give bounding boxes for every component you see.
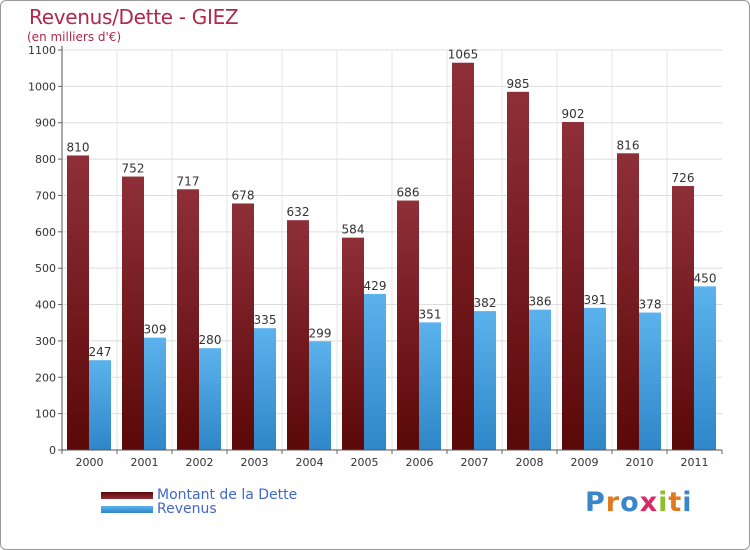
chart-subtitle: (en milliers d'€): [27, 30, 122, 44]
y-tick-label-1100: 1100: [28, 44, 56, 57]
bar-revenus-2001: [144, 337, 166, 450]
data-label-revenus-2004: 299: [309, 326, 332, 340]
data-label-dette-2010: 816: [617, 138, 640, 152]
data-label-dette-2004: 632: [287, 205, 310, 219]
y-tick-label-700: 700: [35, 189, 56, 202]
logo-letter-0: P: [585, 487, 606, 518]
bar-dette-2007: [452, 62, 474, 451]
logo-letter-3: x: [639, 487, 659, 518]
legend-label-dette: Montant de la Dette: [157, 487, 298, 503]
legend-item-dette: Montant de la Dette: [101, 487, 297, 503]
data-label-revenus-2000: 247: [89, 345, 112, 359]
x-tick-label-2010: 2010: [626, 456, 654, 469]
bar-revenus-2005: [364, 294, 386, 450]
bar-dette-2009: [562, 122, 584, 450]
logo-letter-5: t: [668, 487, 683, 518]
y-tick-label-800: 800: [35, 153, 56, 166]
bar-revenus-2002: [199, 348, 221, 450]
x-tick-label-2002: 2002: [186, 456, 214, 469]
bar-revenus-2007: [474, 311, 496, 450]
y-tick-label-0: 0: [49, 444, 56, 457]
data-label-revenus-2010: 378: [639, 298, 662, 312]
x-tick-label-2003: 2003: [241, 456, 269, 469]
data-label-dette-2005: 584: [342, 223, 365, 237]
data-label-dette-2009: 902: [562, 107, 585, 121]
data-label-revenus-2005: 429: [364, 279, 387, 293]
data-label-dette-2011: 726: [672, 171, 695, 185]
logo-letter-6: i: [682, 487, 693, 518]
bar-revenus-2010: [639, 312, 661, 450]
y-tick-label-1000: 1000: [28, 80, 56, 93]
proxiti-logo: Proxiti: [585, 487, 693, 518]
logo-letter-4: i: [658, 487, 669, 518]
bar-dette-2000: [67, 155, 89, 451]
y-tick-label-300: 300: [35, 335, 56, 348]
x-tick-label-2006: 2006: [406, 456, 434, 469]
data-label-dette-2006: 686: [397, 186, 420, 200]
y-tick-label-100: 100: [35, 408, 56, 421]
y-tick-label-600: 600: [35, 226, 56, 239]
legend-item-revenus: Revenus: [101, 501, 217, 517]
data-label-revenus-2006: 351: [419, 307, 442, 321]
bar-revenus-2011: [694, 286, 716, 450]
chart-title: Revenus/Dette - GIEZ: [29, 5, 239, 29]
bar-dette-2001: [122, 176, 144, 450]
data-label-revenus-2002: 280: [199, 333, 222, 347]
x-tick-label-2011: 2011: [681, 456, 709, 469]
bar-dette-2004: [287, 220, 309, 450]
data-label-dette-2007: 1065: [448, 48, 479, 62]
legend-swatch-dette: [101, 491, 153, 499]
x-tick-label-2001: 2001: [131, 456, 159, 469]
x-tick-label-2007: 2007: [461, 456, 489, 469]
y-tick-label-500: 500: [35, 262, 56, 275]
data-label-revenus-2008: 386: [529, 295, 552, 309]
bar-revenus-2003: [254, 328, 276, 450]
data-label-revenus-2011: 450: [694, 271, 717, 285]
bar-dette-2006: [397, 200, 419, 450]
data-label-dette-2001: 752: [122, 162, 145, 176]
legend-swatch-revenus: [101, 505, 153, 513]
y-tick-label-400: 400: [35, 299, 56, 312]
data-label-dette-2002: 717: [177, 174, 200, 188]
bar-revenus-2006: [419, 322, 441, 450]
data-label-dette-2008: 985: [507, 77, 530, 91]
bar-revenus-2009: [584, 307, 606, 450]
bar-dette-2011: [672, 186, 694, 450]
bar-dette-2005: [342, 237, 364, 450]
y-tick-label-900: 900: [35, 117, 56, 130]
data-label-revenus-2003: 335: [254, 313, 277, 327]
data-label-dette-2003: 678: [232, 188, 255, 202]
x-tick-label-2008: 2008: [516, 456, 544, 469]
data-label-revenus-2009: 391: [584, 293, 607, 307]
data-label-revenus-2001: 309: [144, 323, 167, 337]
x-tick-label-2005: 2005: [351, 456, 379, 469]
data-label-revenus-2007: 382: [474, 296, 497, 310]
bar-dette-2002: [177, 189, 199, 451]
logo-letter-2: o: [620, 487, 640, 518]
bar-revenus-2008: [529, 309, 551, 450]
bar-dette-2008: [507, 91, 529, 451]
bar-revenus-2000: [89, 360, 111, 450]
logo-letter-1: r: [605, 487, 621, 518]
legend-label-revenus: Revenus: [157, 501, 217, 517]
x-tick-label-2004: 2004: [296, 456, 324, 469]
bar-dette-2010: [617, 153, 639, 451]
x-tick-label-2000: 2000: [76, 456, 104, 469]
bar-dette-2003: [232, 203, 254, 450]
data-label-dette-2000: 810: [67, 140, 90, 154]
x-tick-label-2009: 2009: [571, 456, 599, 469]
y-tick-label-200: 200: [35, 371, 56, 384]
bar-revenus-2004: [309, 341, 331, 450]
